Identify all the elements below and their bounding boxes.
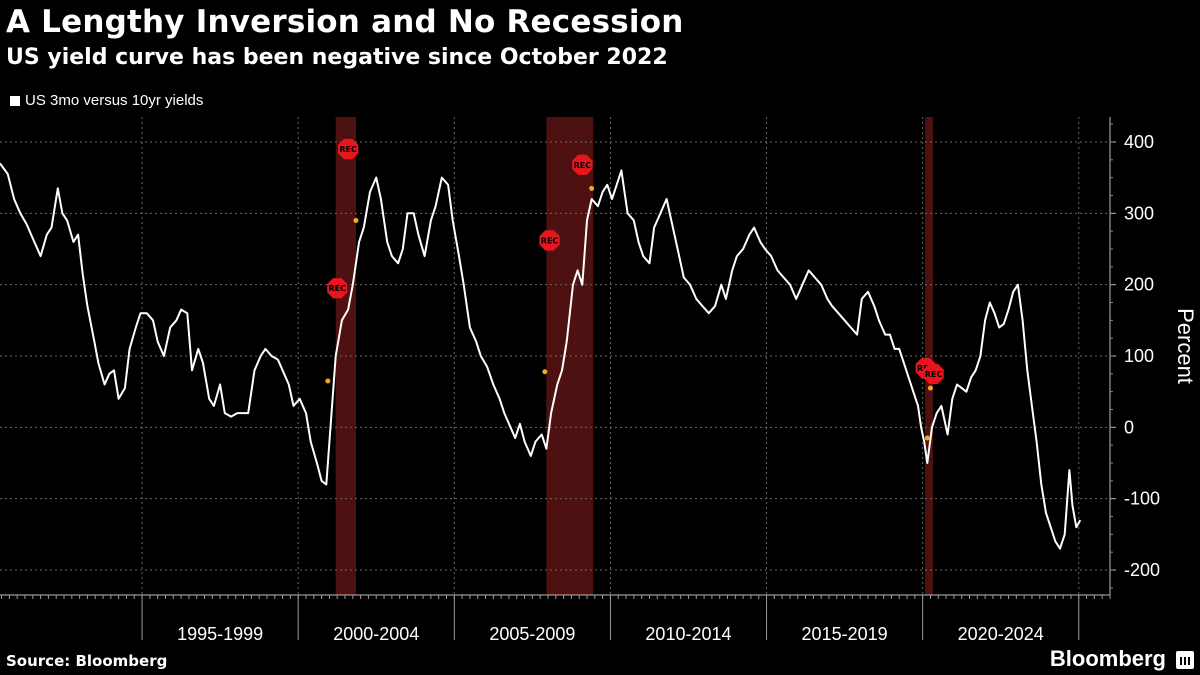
rec-marker: [923, 363, 944, 384]
y-tick-label: 400: [1124, 132, 1154, 152]
rec-marker: [338, 138, 359, 160]
recession-band: [925, 117, 933, 595]
rec-marker: [539, 230, 560, 251]
x-tick-label: 1995-1999: [177, 624, 263, 644]
bloomberg-logo: Bloomberg: [1049, 646, 1166, 671]
source-note: Source: Bloomberg: [6, 652, 168, 670]
event-dot: [927, 385, 933, 391]
rec-marker-label: REC: [925, 370, 943, 379]
legend-label: US 3mo versus 10yr yields: [25, 92, 204, 109]
x-tick-label: 2015-2019: [802, 624, 888, 644]
event-dot: [924, 435, 930, 441]
legend: US 3mo versus 10yr yields: [10, 92, 203, 109]
y-axis-label: Percent: [1173, 308, 1198, 384]
x-tick-label: 2000-2004: [333, 624, 419, 644]
event-dot: [325, 378, 331, 384]
event-dot: [589, 185, 595, 191]
rec-marker-label: REC: [541, 236, 559, 245]
chart-title: A Lengthy Inversion and No Recession: [6, 4, 684, 40]
event-dot: [542, 369, 548, 375]
y-tick-label: 200: [1124, 275, 1154, 295]
rec-marker-label: REC: [328, 284, 346, 293]
legend-swatch: [10, 95, 20, 106]
rec-marker: [327, 278, 348, 299]
chart-subtitle: US yield curve has been negative since O…: [6, 45, 668, 70]
bloomberg-logo-icon: [1176, 651, 1194, 669]
y-tick-label: 300: [1124, 203, 1154, 223]
x-tick-label: 2005-2009: [489, 624, 575, 644]
event-dot: [353, 217, 359, 223]
x-tick-label: 2020-2024: [958, 624, 1044, 644]
rec-marker: [572, 154, 593, 175]
rec-marker-label: REC: [339, 145, 357, 154]
x-tick-label: 2010-2014: [645, 624, 731, 644]
rec-marker-label: REC: [574, 161, 592, 170]
y-tick-label: 100: [1124, 346, 1154, 366]
y-tick-label: -200: [1124, 560, 1160, 580]
series-line: [0, 162, 1082, 550]
y-tick-label: 0: [1124, 417, 1134, 437]
y-tick-label: -100: [1124, 489, 1160, 509]
